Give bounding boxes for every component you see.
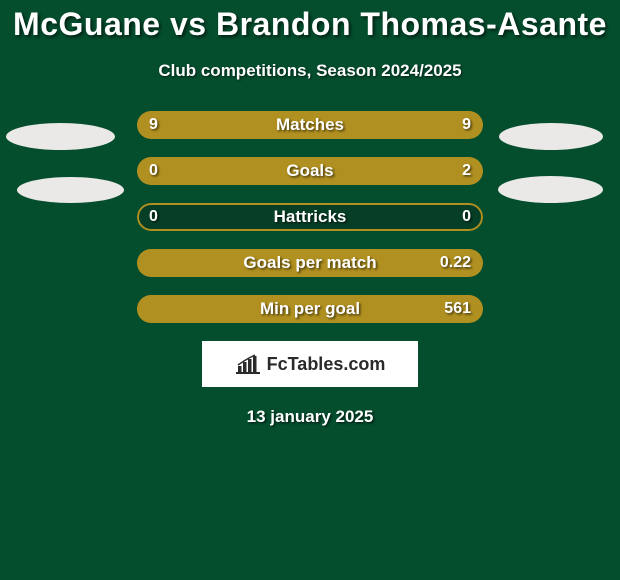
date-text: 13 january 2025 [0, 407, 620, 427]
bar-row-goals: 0 Goals 2 [137, 157, 483, 185]
bar-chart-icon [235, 354, 261, 374]
bar-fill-right [206, 157, 483, 185]
bar-value-left: 0 [149, 203, 158, 231]
bar-fill-left [137, 111, 310, 139]
decor-ellipse-tl [6, 123, 115, 150]
decor-ellipse-br [498, 176, 603, 203]
main-title: McGuane vs Brandon Thomas-Asante [0, 0, 620, 43]
bar-value-right: 0 [462, 203, 471, 231]
logo-box: FcTables.com [202, 341, 418, 387]
bar-row-min-per-goal: Min per goal 561 [137, 295, 483, 323]
decor-ellipse-bl [17, 177, 124, 203]
bar-fill-right [137, 249, 483, 277]
subtitle: Club competitions, Season 2024/2025 [0, 61, 620, 81]
stat-bars: 9 Matches 9 0 Goals 2 0 Hattricks 0 Goal… [137, 111, 483, 323]
logo-text: FcTables.com [267, 354, 386, 375]
bar-border [137, 203, 483, 231]
bar-label: Hattricks [137, 203, 483, 231]
bar-fill-left [137, 157, 206, 185]
bar-row-hattricks: 0 Hattricks 0 [137, 203, 483, 231]
bar-fill-right [137, 295, 483, 323]
comparison-infographic: McGuane vs Brandon Thomas-Asante Club co… [0, 0, 620, 580]
bar-fill-right [310, 111, 483, 139]
decor-ellipse-tr [499, 123, 603, 150]
bar-row-matches: 9 Matches 9 [137, 111, 483, 139]
bar-row-goals-per-match: Goals per match 0.22 [137, 249, 483, 277]
